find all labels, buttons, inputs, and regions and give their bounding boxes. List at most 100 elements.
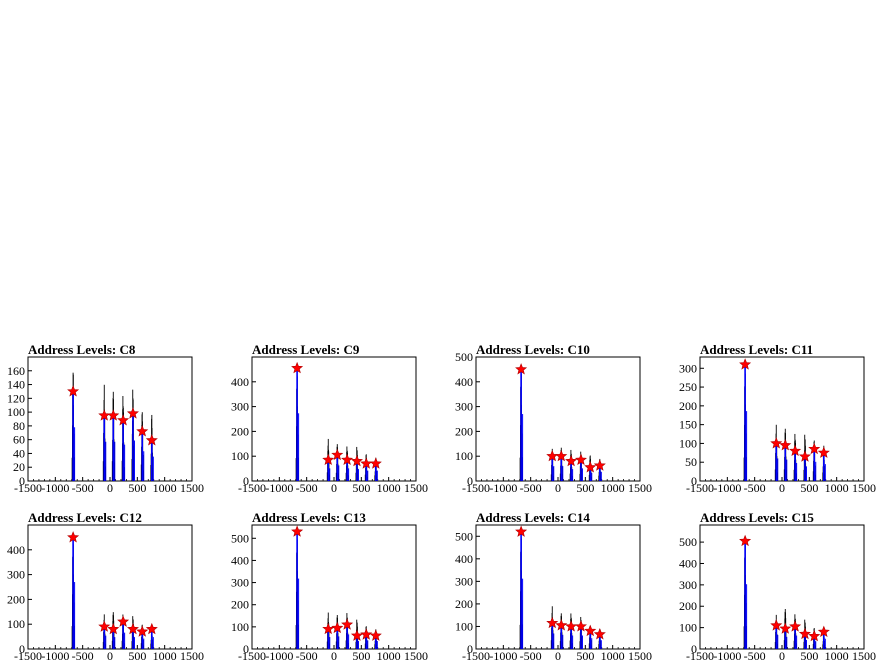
peak-marker <box>67 385 80 397</box>
peak-marker <box>584 624 597 637</box>
x-tick-label: 1000 <box>153 649 177 663</box>
x-tick-label: -1000 <box>265 481 293 495</box>
y-tick-label: 150 <box>679 418 697 432</box>
y-tick-label: 0 <box>467 642 473 656</box>
peak-marker <box>126 407 139 419</box>
plot-frame <box>699 524 865 650</box>
x-tick-label: 500 <box>352 649 370 663</box>
peak-marker <box>360 628 373 640</box>
x-tick-label: -1000 <box>41 649 69 663</box>
x-tick-label: -1500 <box>462 481 490 495</box>
peak-marker <box>739 358 752 370</box>
chart-title: Address Levels: C10 <box>476 342 590 357</box>
peak-marker <box>817 625 830 638</box>
chart-panel: Address Levels: C14 -1500 -1000 -500 0 500 100… <box>455 510 652 663</box>
peak-marker <box>739 534 752 547</box>
plot-frame <box>251 356 417 482</box>
x-tick-label: 1500 <box>404 649 428 663</box>
y-tick-label: 0 <box>243 474 249 488</box>
y-tick-label: 200 <box>455 424 473 438</box>
peak-marker <box>322 622 335 635</box>
peak-marker <box>515 363 528 375</box>
peak-marker <box>341 453 354 466</box>
y-tick-label: 200 <box>7 592 25 606</box>
x-tick-label: 1500 <box>180 649 204 663</box>
y-tick-label: 300 <box>7 568 25 582</box>
peak-marker <box>584 461 597 473</box>
y-tick-label: 0 <box>19 642 25 656</box>
y-tick-label: 200 <box>231 424 249 438</box>
y-tick-label: 140 <box>7 378 25 392</box>
peak-marker <box>291 361 304 374</box>
peak-marker <box>136 425 149 437</box>
y-tick-label: 60 <box>13 433 25 447</box>
x-tick-label: -1000 <box>489 649 517 663</box>
x-tick-label: 500 <box>352 481 370 495</box>
peak-marker <box>798 627 811 640</box>
peak-marker <box>369 457 382 469</box>
x-tick-label: 1000 <box>825 649 849 663</box>
plot-frame <box>27 524 193 650</box>
x-tick-label: -500 <box>744 649 766 663</box>
y-tick-label: 300 <box>231 400 249 414</box>
x-tick-label: 500 <box>576 649 594 663</box>
x-tick-label: 500 <box>128 481 146 495</box>
y-tick-label: 100 <box>7 617 25 631</box>
x-tick-label: 1000 <box>601 481 625 495</box>
plot-frame <box>251 524 417 650</box>
y-tick-label: 400 <box>455 552 473 566</box>
chart-title: Address Levels: C8 <box>28 342 136 357</box>
y-tick-label: 300 <box>679 578 697 592</box>
y-tick-label: 0 <box>691 474 697 488</box>
peak-marker <box>107 409 120 421</box>
chart-panel: Address Levels: C11-1500 -1000 -500 0 500 100… <box>679 342 876 495</box>
x-tick-label: 1000 <box>825 481 849 495</box>
peak-marker <box>779 622 792 634</box>
x-tick-label: 1500 <box>628 649 652 663</box>
x-tick-label: -500 <box>296 481 318 495</box>
x-tick-label: 0 <box>331 481 337 495</box>
peak-marker <box>593 628 606 640</box>
x-tick-label: 1500 <box>180 481 204 495</box>
x-tick-label: -500 <box>520 649 542 663</box>
y-tick-label: 500 <box>679 535 697 549</box>
y-tick-label: 100 <box>7 405 25 419</box>
x-tick-label: -500 <box>520 481 542 495</box>
y-tick-label: 500 <box>455 350 473 364</box>
peak-marker <box>117 615 130 627</box>
x-tick-label: 500 <box>576 481 594 495</box>
x-tick-label: -1000 <box>713 649 741 663</box>
peak-marker <box>770 437 783 449</box>
x-tick-label: 1500 <box>852 481 876 495</box>
plot-frame <box>699 356 865 482</box>
y-tick-label: 400 <box>7 543 25 557</box>
peak-marker <box>145 434 158 446</box>
x-tick-label: 0 <box>555 649 561 663</box>
peak-marker <box>341 618 354 630</box>
x-tick-label: 1000 <box>377 481 401 495</box>
peak-marker <box>808 442 821 455</box>
peak-marker <box>574 453 587 466</box>
x-tick-label: 0 <box>107 481 113 495</box>
y-tick-label: 100 <box>679 436 697 450</box>
peak-marker <box>350 454 363 467</box>
y-tick-label: 40 <box>13 446 25 460</box>
peak-marker <box>770 619 783 631</box>
x-tick-label: -1500 <box>238 481 266 495</box>
y-tick-label: 500 <box>231 531 249 545</box>
y-tick-label: 200 <box>679 599 697 613</box>
chart-panel: Address Levels: C8-1500 -1000 -500 0 500 1000… <box>7 342 204 495</box>
peak-marker <box>817 446 830 458</box>
x-tick-label: 1000 <box>377 649 401 663</box>
x-tick-label: -1000 <box>713 481 741 495</box>
peak-marker <box>67 531 80 543</box>
y-tick-label: 20 <box>13 460 25 474</box>
y-tick-label: 100 <box>455 619 473 633</box>
y-tick-label: 0 <box>467 474 473 488</box>
x-tick-label: 500 <box>800 649 818 663</box>
peak-marker <box>369 629 382 641</box>
peak-marker <box>145 622 158 635</box>
y-tick-label: 120 <box>7 391 25 405</box>
y-tick-label: 0 <box>243 642 249 656</box>
y-tick-label: 50 <box>685 455 697 469</box>
